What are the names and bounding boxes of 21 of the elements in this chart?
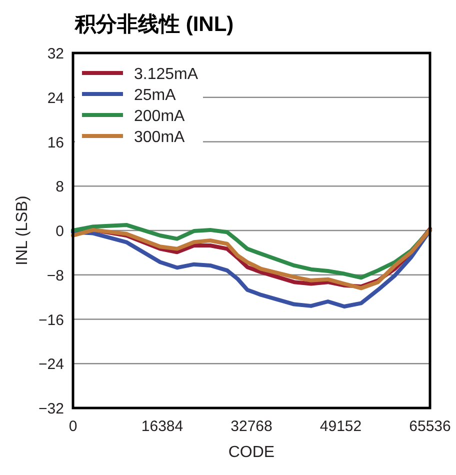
legend-label: 3.125mA [134, 66, 198, 83]
x-tick-label: 0 [68, 418, 78, 435]
x-axis-title: CODE [228, 444, 275, 461]
legend-label: 25mA [134, 87, 176, 104]
x-tick-label: 49152 [320, 418, 362, 435]
x-tick-label: 65536 [409, 418, 451, 435]
y-axis-title: INL (LSB) [14, 196, 31, 266]
chart-title: 积分非线性 (INL) [74, 13, 234, 36]
y-tick-label: 32 [47, 46, 64, 62]
y-tick-label: −24 [38, 356, 64, 374]
y-tick-label: −32 [38, 400, 64, 418]
y-tick-label: −8 [46, 267, 64, 284]
x-tick-label: 16384 [141, 418, 184, 435]
y-tick-label: 8 [56, 178, 64, 196]
legend-label: 200mA [134, 108, 186, 125]
legend-label: 300mA [134, 129, 186, 146]
x-tick-label: 32768 [230, 418, 272, 435]
y-tick-label: −16 [38, 312, 64, 329]
y-tick-label: 24 [47, 90, 64, 107]
y-tick-label: 16 [47, 134, 64, 152]
y-tick-label: 0 [56, 223, 64, 240]
